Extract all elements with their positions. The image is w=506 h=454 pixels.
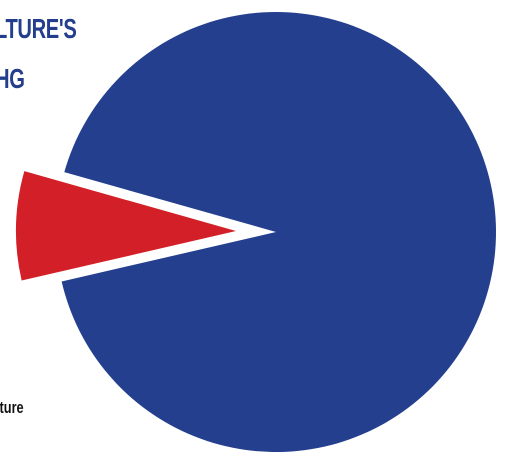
chart-title-line-2: HG — [0, 63, 25, 94]
pie-slice-agriculture — [16, 171, 237, 281]
pie-slice-other — [61, 11, 497, 452]
slice-label-agriculture: lture — [0, 398, 24, 417]
chart-title-line-1: LTURE'S — [0, 13, 77, 44]
